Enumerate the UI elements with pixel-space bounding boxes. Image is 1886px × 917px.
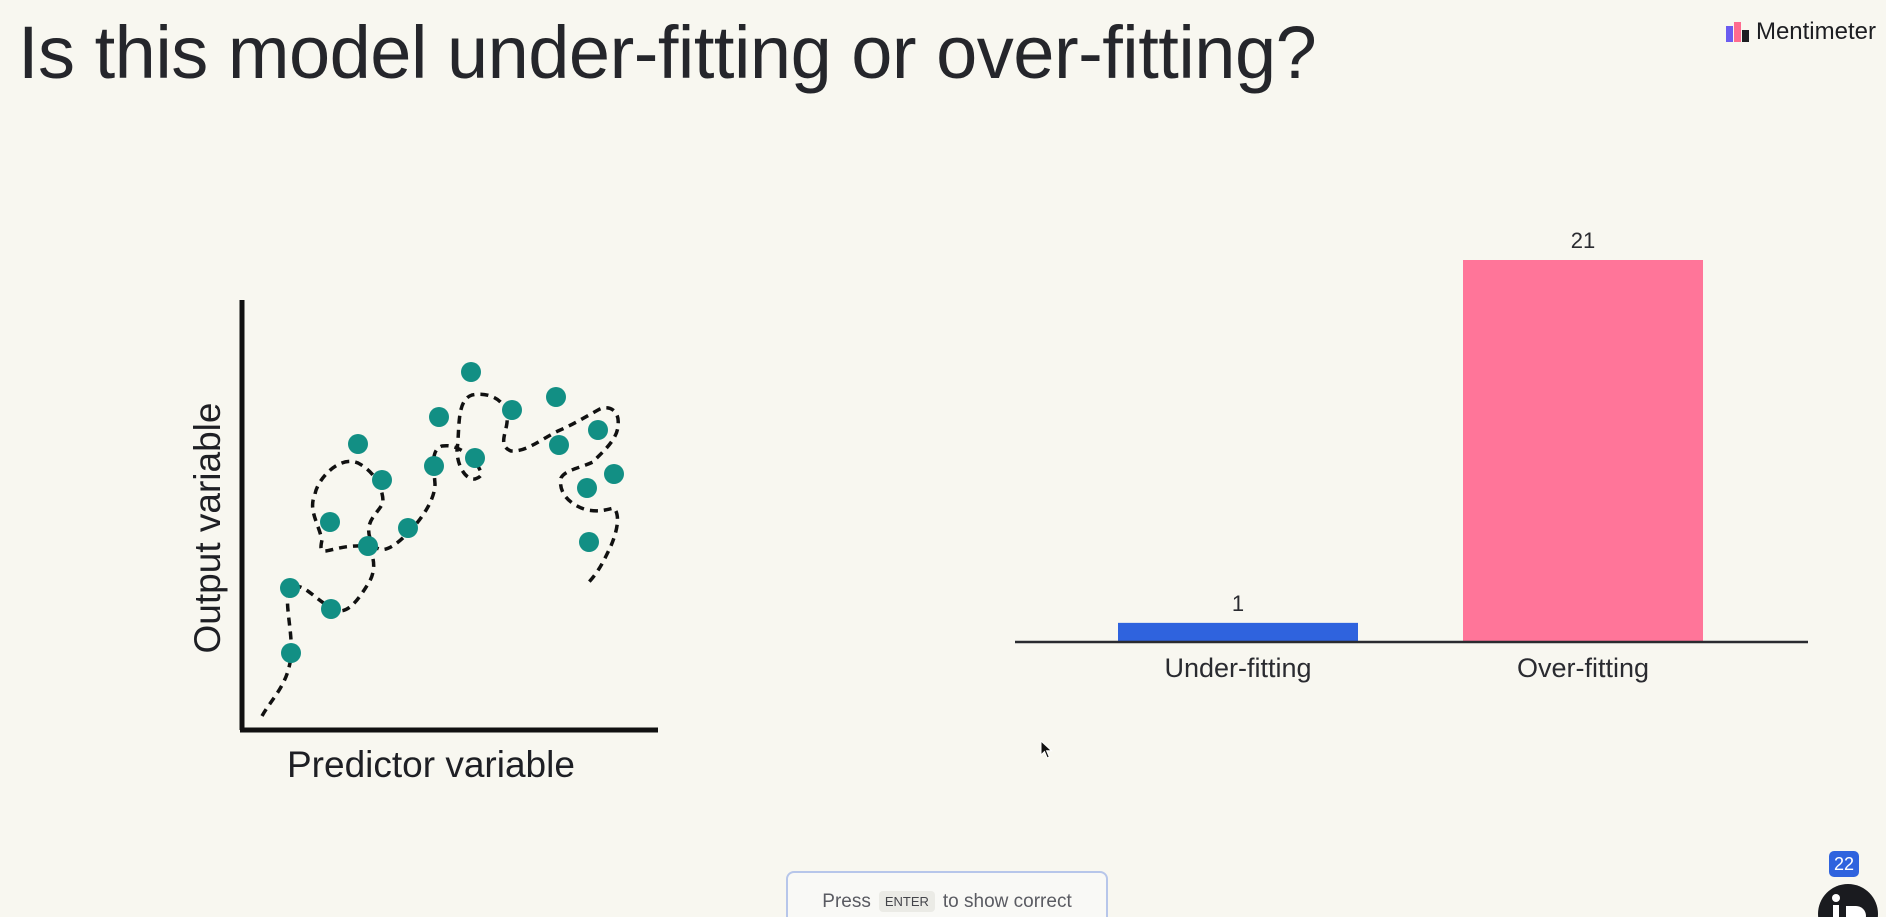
- illustration-y-label: Output variable: [187, 402, 228, 654]
- data-point: [579, 532, 599, 552]
- data-point: [502, 400, 522, 420]
- data-point: [465, 448, 485, 468]
- illustration-points: [280, 362, 624, 663]
- bar-value-label: 1: [1232, 591, 1244, 616]
- hint-suffix: to show correct: [942, 891, 1072, 912]
- brand-name: Mentimeter: [1755, 18, 1876, 45]
- data-point: [372, 470, 392, 490]
- data-point: [280, 578, 300, 598]
- overfitting-illustration: [239, 300, 658, 733]
- data-point: [320, 512, 340, 532]
- data-point: [321, 599, 341, 619]
- data-point: [281, 643, 301, 663]
- data-point: [398, 518, 418, 538]
- illustration-x-label: Predictor variable: [287, 744, 575, 785]
- data-point: [546, 387, 566, 407]
- slide-title: Is this model under-fitting or over-fitt…: [18, 11, 1317, 94]
- data-point: [604, 464, 624, 484]
- bar-over-fitting: [1463, 260, 1703, 641]
- data-point: [577, 478, 597, 498]
- mentimeter-brand: Mentimeter: [1725, 18, 1876, 46]
- data-point: [348, 434, 368, 454]
- bar-under-fitting: [1118, 622, 1358, 641]
- data-point: [429, 407, 449, 427]
- data-point: [358, 536, 378, 556]
- category-label: Over-fitting: [1517, 653, 1649, 683]
- participant-count-badge: 22: [1829, 851, 1859, 877]
- mouse-pointer-icon: [1040, 739, 1054, 765]
- data-point: [461, 362, 481, 382]
- data-point: [588, 420, 608, 440]
- enter-key-badge: ENTER: [878, 891, 935, 912]
- presenter-avatar-icon[interactable]: [1818, 884, 1878, 917]
- show-correct-hint[interactable]: Press ENTER to show correct: [786, 871, 1108, 917]
- results-bar-chart: 1 Under-fitting 21 Over-fitting: [1015, 228, 1808, 683]
- data-point: [549, 435, 569, 455]
- category-label: Under-fitting: [1164, 653, 1311, 683]
- mentimeter-logo-icon: [1725, 22, 1749, 42]
- hint-prefix: Press: [822, 891, 871, 912]
- bar-value-label: 21: [1571, 228, 1595, 253]
- data-point: [424, 456, 444, 476]
